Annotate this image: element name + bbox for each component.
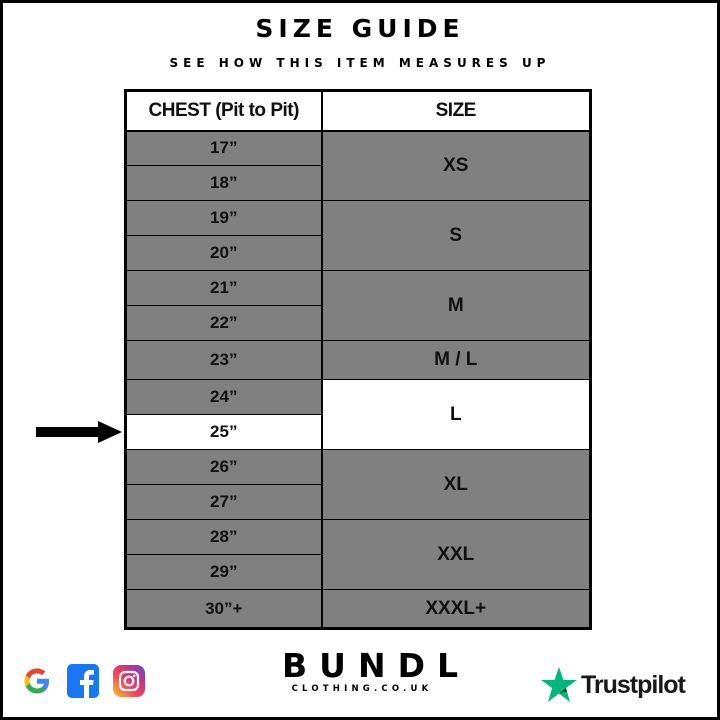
- size-cell: XXL: [320, 519, 591, 590]
- brand-name: BUNDL: [282, 646, 470, 685]
- trustpilot-logo[interactable]: Trustpilot: [540, 666, 686, 704]
- table-row: 18”: [125, 165, 591, 201]
- star-icon: [541, 667, 577, 702]
- size-cell: S: [320, 200, 591, 271]
- page-title: SIZE GUIDE: [255, 14, 465, 43]
- chest-cell: 20”: [125, 235, 322, 271]
- table-row: 24” L: [125, 379, 591, 450]
- page-subtitle: SEE HOW THIS ITEM MEASURES UP: [169, 56, 551, 70]
- header-chest: CHEST (Pit to Pit): [125, 90, 322, 132]
- google-icon[interactable]: [20, 664, 54, 698]
- chest-cell: 30”+: [125, 589, 322, 629]
- chest-cell: 29”: [125, 554, 322, 590]
- table-row: 29”: [125, 554, 591, 590]
- size-cell: XL: [320, 449, 591, 520]
- chest-cell: 26”: [125, 449, 322, 485]
- chest-cell: 17”: [125, 130, 322, 166]
- chest-cell: 22”: [125, 305, 322, 341]
- size-table: CHEST (Pit to Pit) SIZE 17” XS 18” 19” S 20” 2…: [124, 89, 592, 630]
- size-cell: L: [320, 379, 591, 450]
- table-header: CHEST (Pit to Pit) SIZE: [125, 90, 591, 132]
- chest-cell: 23”: [125, 340, 322, 380]
- header-size: SIZE: [320, 90, 591, 132]
- table-row: 25”: [125, 414, 591, 450]
- brand-url: CLOTHING.CO.UK: [291, 684, 433, 694]
- chest-cell: 24”: [125, 379, 322, 415]
- size-cell: XS: [320, 130, 591, 201]
- size-cell: M: [320, 270, 591, 341]
- chest-cell: 28”: [125, 519, 322, 555]
- table-row: 28” XXL: [125, 519, 591, 590]
- table-row: 30”+ XXXL+: [125, 589, 591, 629]
- size-cell: XXXL+: [320, 589, 591, 629]
- table-row: 19” S: [125, 200, 591, 271]
- size-cell: M / L: [320, 340, 591, 380]
- table-row: 23” M / L: [125, 340, 591, 380]
- instagram-icon[interactable]: [112, 664, 146, 698]
- brand-logo: BUNDL CLOTHING.CO.UK: [270, 646, 470, 695]
- arrow-right-icon: [36, 421, 122, 443]
- chest-cell: 21”: [125, 270, 322, 306]
- chest-cell: 18”: [125, 165, 322, 201]
- table-row: 21” M: [125, 270, 591, 341]
- table-row: 20”: [125, 235, 591, 271]
- chest-cell: 19”: [125, 200, 322, 236]
- table-row: 26” XL: [125, 449, 591, 520]
- chest-cell: 27”: [125, 484, 322, 520]
- table-row: 27”: [125, 484, 591, 520]
- table-row: 17” XS: [125, 130, 591, 201]
- chest-cell: 25”: [125, 414, 322, 450]
- facebook-icon[interactable]: [66, 664, 100, 698]
- trustpilot-label: Trustpilot: [581, 670, 686, 699]
- table-row: 22”: [125, 305, 591, 341]
